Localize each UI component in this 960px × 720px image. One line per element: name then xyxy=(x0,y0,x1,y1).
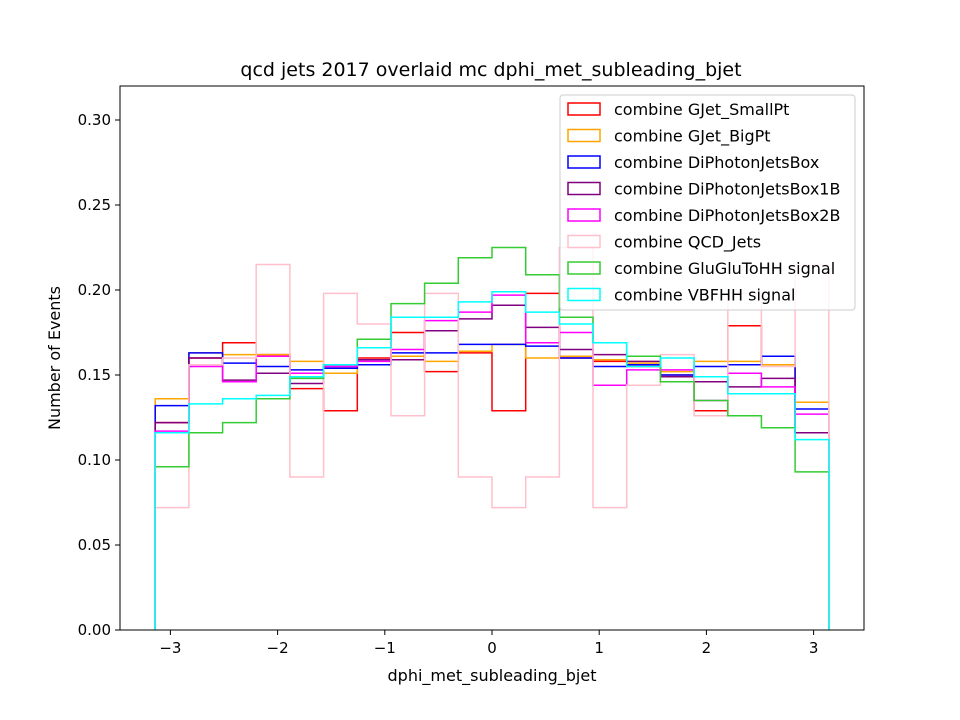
series-line-5 xyxy=(154,246,830,630)
legend-box xyxy=(559,94,856,311)
legend-swatch-3 xyxy=(567,181,601,196)
series-line-7 xyxy=(154,290,830,630)
x-tick-label: 3 xyxy=(809,639,819,657)
legend-label-0: combine GJet_SmallPt xyxy=(614,100,789,120)
x-tick-label: 2 xyxy=(702,639,712,657)
y-tick-label: 0.10 xyxy=(78,451,111,469)
legend-label-2: combine DiPhotonJetsBox xyxy=(614,153,819,172)
y-tick-label: 0.20 xyxy=(78,281,111,299)
y-tick-label: 0.00 xyxy=(78,621,111,639)
legend-swatch-5 xyxy=(567,234,601,249)
y-tick-label: 0.05 xyxy=(78,536,111,554)
plot-series-group xyxy=(154,246,830,630)
x-tick-label: −3 xyxy=(159,639,181,657)
series-line-6 xyxy=(154,246,830,630)
series-line-1 xyxy=(154,343,830,630)
x-axis-label: dphi_met_subleading_bjet xyxy=(388,666,597,686)
legend-swatch-6 xyxy=(567,261,601,275)
y-tick-label: 0.30 xyxy=(78,111,111,129)
x-axis-ticks: −3 −2 −1 0 1 2 3 xyxy=(159,630,818,657)
y-axis-ticks: 0.00 0.05 0.10 0.15 0.20 0.25 0.30 xyxy=(78,111,120,639)
y-tick-label: 0.25 xyxy=(78,196,111,214)
legend-swatch-7 xyxy=(567,287,601,302)
legend-label-1: combine GJet_BigPt xyxy=(614,127,771,147)
x-tick-label: −1 xyxy=(374,639,396,657)
y-axis-label: Number of Events xyxy=(45,286,64,430)
legend-label-4: combine DiPhotonJetsBox2B xyxy=(614,206,840,225)
legend-swatch-1 xyxy=(567,128,601,143)
legend-swatch-4 xyxy=(567,208,601,222)
legend-label-7: combine VBFHH signal xyxy=(614,286,795,305)
x-tick-label: 1 xyxy=(594,639,604,657)
legend-label-3: combine DiPhotonJetsBox1B xyxy=(614,180,840,199)
x-tick-label: −2 xyxy=(267,639,289,657)
chart-title: qcd jets 2017 overlaid mc dphi_met_suble… xyxy=(240,59,741,81)
legend-swatch-2 xyxy=(567,155,601,169)
x-tick-label: 0 xyxy=(487,639,497,657)
legend-label-5: combine QCD_Jets xyxy=(614,233,761,253)
y-tick-label: 0.15 xyxy=(78,366,111,384)
legend-swatch-0 xyxy=(567,102,601,116)
legend-label-6: combine GluGluToHH signal xyxy=(614,259,835,278)
